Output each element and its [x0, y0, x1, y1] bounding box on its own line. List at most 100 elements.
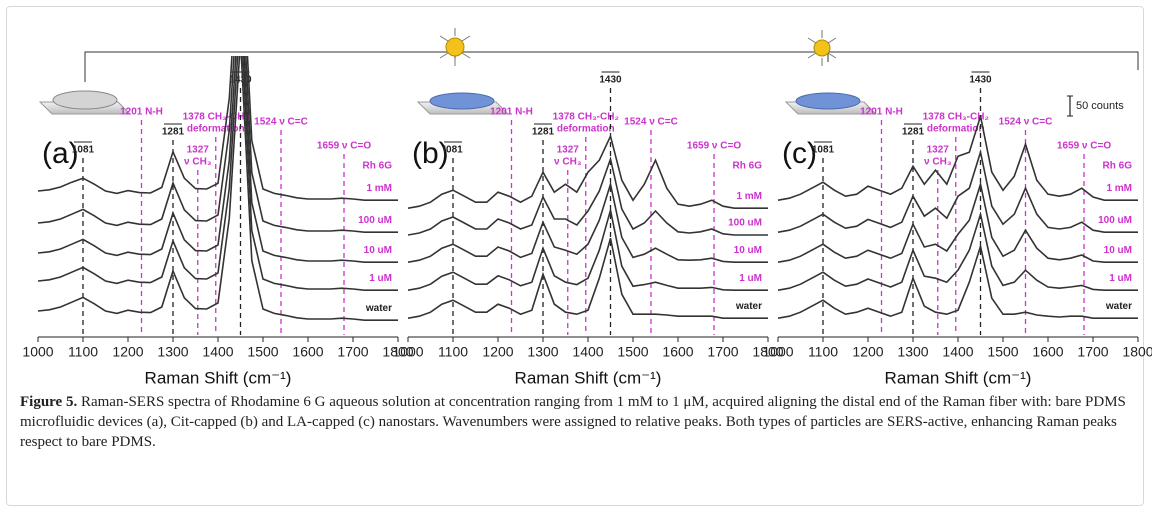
series-label: water: [1105, 301, 1132, 312]
peak-label: 1281: [902, 127, 925, 138]
peak-label: 1524 ν C=C: [999, 117, 1053, 128]
x-tick-label: 1700: [1077, 344, 1108, 360]
peak-label: 1327: [557, 145, 580, 156]
panel-label: (a): [42, 137, 79, 170]
x-tick-label: 1200: [482, 344, 513, 360]
spectrum: [778, 181, 1138, 263]
x-tick-label: 1800: [382, 344, 413, 360]
x-tick-label: 1500: [617, 344, 648, 360]
x-tick-label: 1800: [1122, 344, 1152, 360]
panel: (a) 1000 1100 1200 1300 1400 1500 1600 1700 1800 R…: [22, 56, 414, 387]
x-tick-label: 1300: [527, 344, 558, 360]
spectrum: [408, 237, 768, 319]
spectrum: [408, 156, 768, 236]
spectrum: [408, 181, 768, 263]
series-label: 100 uM: [358, 215, 392, 226]
peak-label: 1201 N-H: [490, 107, 533, 118]
x-tick-label: 1300: [157, 344, 188, 360]
peak-label: 1281: [532, 127, 555, 138]
series-label: 100 uM: [1098, 215, 1132, 226]
peak-label: 1524 ν C=C: [254, 117, 308, 128]
peak-label: 1281: [162, 127, 185, 138]
spectrum: [778, 211, 1138, 291]
x-tick-label: 1500: [987, 344, 1018, 360]
peak-label: deformation: [187, 124, 245, 135]
x-tick-label: 1300: [897, 344, 928, 360]
series-label: 1 mM: [366, 183, 392, 194]
peak-label: 1430: [969, 75, 992, 86]
peak-label: 1378 CH₃-CH₂: [923, 112, 989, 123]
scale-label: 50 counts: [1076, 100, 1124, 112]
caption-label: Figure 5.: [20, 394, 78, 410]
series-label: 10 uM: [1104, 245, 1132, 256]
peak-label: 1327: [927, 145, 950, 156]
peak-label: 1524 ν C=C: [624, 117, 678, 128]
series-label: water: [735, 301, 762, 312]
series-label: 1 mM: [736, 191, 762, 202]
spectrum: [408, 133, 768, 209]
figure: (a) 1000 1100 1200 1300 1400 1500 1600 1700 1800 R…: [22, 28, 1152, 387]
peak-label: 1659 ν C=O: [687, 141, 741, 152]
peak-label: 1378 CH₃-CH₂: [553, 112, 619, 123]
series-label: 1 uM: [739, 273, 762, 284]
x-tick-label: 1200: [852, 344, 883, 360]
peak-label: ν CH₃: [184, 157, 212, 168]
peak-label: I081: [443, 145, 463, 156]
x-tick-label: 1100: [438, 344, 468, 360]
peak-label: 1327: [187, 145, 210, 156]
series-label: 10 uM: [364, 245, 392, 256]
series-label: water: [365, 303, 392, 314]
spectrum: [778, 243, 1138, 319]
x-tick-label: 1200: [112, 344, 143, 360]
analyte-label: Rh 6G: [733, 161, 763, 172]
peak-label: 1201 N-H: [120, 107, 163, 118]
peak-label: deformation: [557, 124, 615, 135]
series-label: 100 uM: [728, 218, 762, 229]
spectrum: [38, 56, 398, 291]
x-tick-label: 1000: [762, 344, 793, 360]
peak-label: deformation: [927, 124, 985, 135]
peak-label: ν CH₃: [554, 157, 582, 168]
analyte-label: Rh 6G: [363, 161, 393, 172]
series-label: 1 uM: [369, 273, 392, 284]
series-label: 1 mM: [1106, 183, 1132, 194]
x-tick-label: 1600: [292, 344, 323, 360]
x-tick-label: 1400: [942, 344, 973, 360]
x-tick-label: 1100: [808, 344, 838, 360]
spectrum: [38, 56, 398, 233]
x-tick-label: 1700: [337, 344, 368, 360]
series-label: 1 uM: [1109, 273, 1132, 284]
x-tick-label: 1600: [662, 344, 693, 360]
spectrum: [38, 56, 398, 201]
peak-label: 1081: [812, 145, 835, 156]
x-tick-label: 1500: [247, 344, 278, 360]
peak-label: 1430: [599, 75, 622, 86]
panel-label: (c): [782, 137, 817, 170]
device-icons: [38, 28, 1139, 115]
x-axis-label: Raman Shift (cm⁻¹): [145, 368, 292, 387]
spectrum: [778, 149, 1138, 233]
peak-label: 1659 ν C=O: [317, 141, 371, 152]
x-tick-label: 1000: [392, 344, 423, 360]
x-tick-label: 1400: [202, 344, 233, 360]
x-tick-label: 1700: [707, 344, 738, 360]
peak-label: 1430: [229, 75, 252, 86]
peak-label: 1081: [72, 145, 95, 156]
spectrum: [38, 56, 398, 263]
caption: Figure 5. Raman-SERS spectra of Rhodamin…: [20, 392, 1130, 452]
x-axis-label: Raman Shift (cm⁻¹): [885, 368, 1032, 387]
x-tick-label: 1800: [752, 344, 783, 360]
x-tick-label: 1400: [572, 344, 603, 360]
x-tick-label: 1600: [1032, 344, 1063, 360]
peak-label: 1201 N-H: [860, 107, 903, 118]
panel-label: (b): [412, 137, 449, 170]
x-axis-label: Raman Shift (cm⁻¹): [515, 368, 662, 387]
analyte-label: Rh 6G: [1103, 161, 1133, 172]
spectrum: [408, 209, 768, 291]
peak-label: 1378 CH₃-CH₂: [183, 112, 249, 123]
spectrum: [778, 115, 1138, 201]
spectrum: [38, 56, 398, 321]
panel: (b) 1000 1100 1200 1300 1400 1500 1600 1700 1800 R…: [392, 71, 784, 387]
x-tick-label: 1000: [22, 344, 53, 360]
